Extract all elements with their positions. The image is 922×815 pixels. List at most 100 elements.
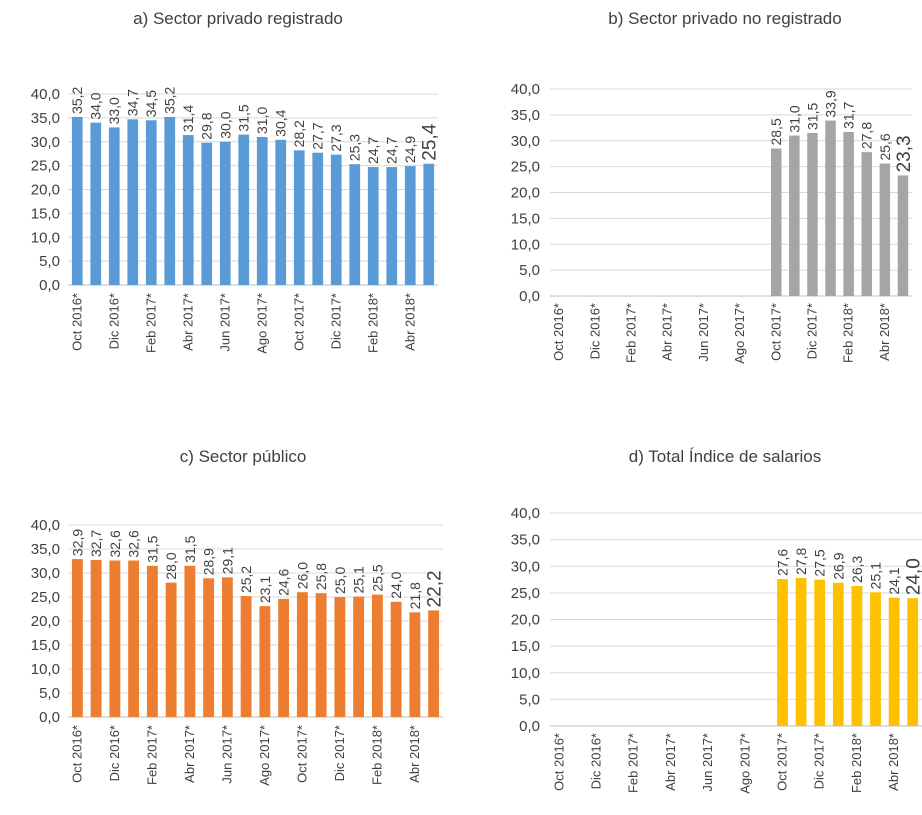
data-label: 31,5 (236, 104, 252, 131)
y-tick-label: 10,0 (31, 661, 60, 678)
data-label: 25,3 (347, 134, 363, 161)
data-label: 31,4 (180, 105, 196, 132)
bar-4 (128, 560, 140, 717)
data-label: 22,2 (425, 570, 446, 607)
chart-title: d) Total Índice de salarios (629, 447, 821, 466)
data-label: 32,6 (126, 530, 142, 557)
x-tick-label: Oct 2016* (551, 303, 566, 361)
bar-18 (386, 167, 398, 285)
bar-19 (404, 166, 416, 285)
data-label: 25,0 (332, 567, 348, 594)
chart-title: c) Sector público (180, 447, 307, 466)
bar-10 (238, 134, 250, 285)
y-tick-label: 30,0 (511, 558, 540, 575)
data-label: 32,6 (107, 530, 123, 557)
x-tick-label: Feb 2018* (849, 733, 864, 793)
x-tick-label: Dic 2017* (332, 725, 347, 781)
x-tick-label: Ago 2017* (732, 303, 747, 364)
x-tick-label: Abr 2018* (402, 293, 417, 351)
data-label: 33,0 (106, 97, 122, 124)
bar-2 (90, 122, 102, 286)
bar-15 (814, 579, 826, 726)
bar-20 (428, 610, 440, 717)
bar-17 (371, 594, 383, 717)
chart-panel-3: c) Sector público 0,0 5,0 10,0 15,0 20,0 25,0 3… (31, 447, 446, 786)
y-tick-label: 30,0 (31, 565, 60, 582)
chart-panel-2: b) Sector privado no registrado 0,0 5,0 10,… (511, 9, 915, 364)
y-tick-label: 20,0 (511, 185, 540, 202)
x-tick-label: Feb 2018* (841, 303, 856, 363)
y-tick-label: 40,0 (511, 505, 540, 522)
x-tick-label: Jun 2017* (219, 725, 234, 784)
x-tick-label: Jun 2017* (217, 293, 232, 352)
x-tick-label: Feb 2017* (143, 293, 158, 353)
y-tick-label: 40,0 (31, 86, 60, 103)
bar-20 (897, 175, 909, 296)
bar-1 (71, 116, 83, 285)
data-label: 31,5 (804, 103, 820, 130)
x-tick-label: Dic 2017* (804, 303, 819, 359)
bar-15 (330, 154, 342, 285)
bar-16 (825, 120, 836, 296)
bar-5 (146, 565, 158, 717)
bar-13 (771, 148, 782, 296)
data-label: 31,5 (182, 535, 198, 562)
y-tick-label: 30,0 (31, 134, 60, 151)
bar-8 (203, 578, 215, 717)
bar-18 (390, 601, 402, 717)
y-tick-label: 35,0 (511, 532, 540, 549)
bar-9 (221, 577, 233, 717)
data-label: 32,7 (88, 530, 104, 557)
y-tick-label: 10,0 (511, 665, 540, 682)
y-tick-label: 25,0 (31, 589, 60, 606)
y-tick-label: 0,0 (519, 288, 540, 305)
y-tick-label: 15,0 (511, 638, 540, 655)
data-label: 25,6 (877, 133, 893, 160)
chart-title: b) Sector privado no registrado (608, 9, 841, 28)
data-label: 28,5 (768, 118, 784, 145)
bar-17 (843, 131, 854, 296)
data-label: 33,9 (823, 90, 839, 117)
chart-panel-4: d) Total Índice de salarios 0,0 5,0 10,0 15,… (511, 447, 922, 794)
x-tick-label: Jun 2017* (700, 733, 715, 792)
y-tick-label: 40,0 (31, 517, 60, 534)
x-tick-label: Oct 2017* (291, 293, 306, 351)
x-tick-label: Dic 2017* (328, 293, 343, 349)
data-label: 34,7 (125, 89, 141, 116)
chart-panel-1: a) Sector privado registrado 0,0 5,0 10,0 15… (31, 9, 441, 354)
data-label: 23,3 (894, 135, 915, 172)
x-tick-label: Abr 2017* (663, 733, 678, 791)
bar-3 (108, 127, 120, 285)
bar-17 (367, 167, 379, 285)
bar-18 (861, 152, 872, 296)
x-tick-label: Oct 2016* (69, 725, 84, 783)
data-label: 25,5 (369, 564, 385, 591)
x-tick-label: Abr 2017* (182, 725, 197, 783)
y-tick-label: 35,0 (31, 110, 60, 127)
x-tick-label: Dic 2016* (587, 303, 602, 359)
data-label: 24,6 (276, 568, 292, 595)
data-label: 34,5 (143, 90, 159, 117)
data-label: 24,0 (388, 571, 404, 598)
x-tick-label: Feb 2018* (365, 293, 380, 353)
bar-12 (275, 139, 287, 285)
data-label: 29,1 (219, 547, 235, 574)
bar-2 (90, 560, 102, 717)
bar-6 (164, 116, 176, 285)
y-tick-label: 25,0 (511, 159, 540, 176)
y-tick-label: 5,0 (519, 262, 540, 279)
bar-13 (296, 592, 308, 717)
y-tick-label: 10,0 (511, 236, 540, 253)
y-tick-label: 40,0 (511, 81, 540, 98)
data-label: 24,9 (402, 136, 418, 163)
bar-12 (278, 598, 290, 717)
bar-1 (71, 559, 83, 717)
data-label: 34,0 (88, 92, 104, 119)
bar-19 (879, 163, 891, 296)
bar-10 (240, 596, 252, 717)
bar-16 (832, 582, 844, 726)
y-tick-label: 25,0 (511, 585, 540, 602)
bar-5 (145, 120, 157, 285)
data-label: 25,8 (313, 563, 329, 590)
